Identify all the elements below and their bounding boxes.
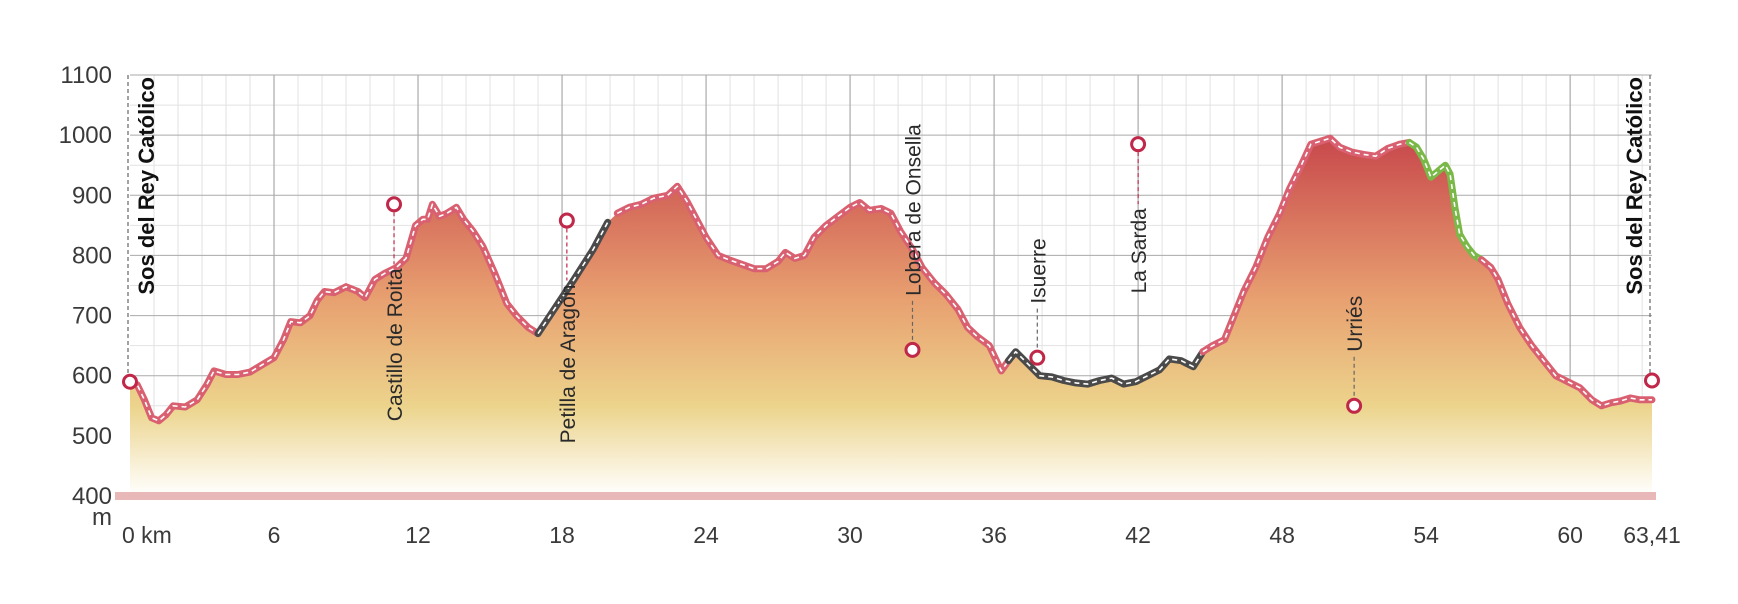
- y-tick-label: 900: [72, 182, 112, 209]
- x-tick-label: 63,41: [1623, 522, 1681, 548]
- x-axis-ticks: 0 km 6 12 18 24 30 36 42 48 54 60 63,41: [122, 522, 1681, 548]
- y-tick-label: 400: [72, 483, 112, 510]
- route-segment-dash: [129, 203, 539, 422]
- x-tick-label: 54: [1413, 522, 1439, 548]
- x-tick-label: 18: [549, 522, 575, 548]
- waypoint-marker: [1346, 397, 1363, 414]
- y-tick-label: 700: [72, 303, 112, 330]
- x-tick-label: 30: [837, 522, 863, 548]
- route-segment-dash: [1480, 258, 1652, 407]
- waypoint-marker: [904, 341, 921, 358]
- route-segment-dash: [1408, 141, 1482, 261]
- x-tick-label: 42: [1125, 522, 1151, 548]
- y-tick-label: 600: [72, 363, 112, 390]
- elevation-area: [130, 138, 1652, 496]
- waypoint-marker: [1644, 372, 1660, 389]
- y-tick-label: 1100: [60, 62, 112, 89]
- x-tick-label: 48: [1269, 522, 1295, 548]
- waypoint-label: Isuerre: [1027, 238, 1050, 303]
- waypoint-label: Petilla de Aragón: [557, 285, 580, 444]
- waypoint-marker: [386, 196, 403, 213]
- route-segment-dash: [616, 185, 1010, 372]
- y-tick-label: 800: [72, 242, 112, 269]
- waypoint-marker: [122, 373, 138, 390]
- y-tick-label: 500: [72, 423, 112, 450]
- x-tick-label: 0 km: [122, 522, 172, 548]
- waypoint-label: La Sarda: [1128, 208, 1151, 294]
- waypoint-label: Lobera de Onsella: [902, 124, 925, 296]
- y-unit-label: m: [92, 504, 112, 531]
- waypoints: Sos del Rey Católico Castillo de Roita Pet…: [122, 75, 1660, 444]
- waypoint-marker: [1029, 349, 1046, 366]
- route-segment-dash: [1202, 137, 1410, 353]
- waypoint-label: Sos del Rey Católico: [134, 77, 159, 295]
- route-line: [126, 134, 1656, 425]
- route-segment-dash: [1007, 350, 1204, 385]
- y-axis-ticks: 400 500 600 700 800 900 1000 1100: [59, 62, 112, 510]
- baseline-band: [115, 492, 1656, 500]
- waypoint-label: Castillo de Roita: [384, 268, 407, 421]
- waypoint-label: Urriés: [1344, 296, 1367, 352]
- x-tick-label: 60: [1557, 522, 1583, 548]
- waypoint-marker: [1130, 136, 1147, 153]
- x-tick-label: 12: [405, 522, 431, 548]
- waypoint-label: Sos del Rey Católico: [1622, 77, 1647, 295]
- route-segment-dash: [537, 221, 609, 335]
- waypoint-marker: [558, 212, 575, 229]
- x-tick-label: 6: [268, 522, 281, 548]
- x-tick-label: 36: [981, 522, 1007, 548]
- y-tick-label: 1000: [59, 122, 112, 149]
- x-tick-label: 24: [693, 522, 719, 548]
